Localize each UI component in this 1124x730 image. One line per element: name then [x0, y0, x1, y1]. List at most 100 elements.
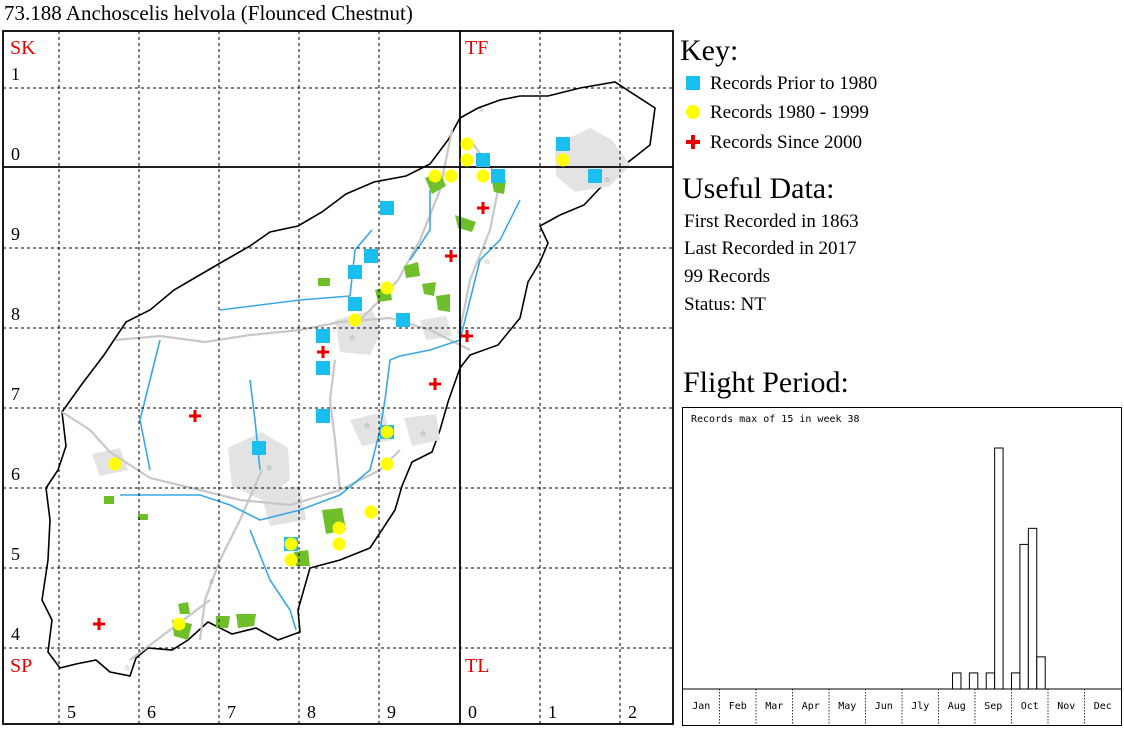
- national-grid-lines: [2, 30, 674, 725]
- records-layer: [93, 137, 602, 631]
- square-label: TF: [465, 37, 488, 59]
- key-item-prior-1980: Records Prior to 1980: [686, 73, 877, 95]
- record-prior-1980: [252, 441, 266, 455]
- month-tick-label: Oct: [1021, 701, 1039, 712]
- record-1980-1999: [332, 537, 346, 551]
- row-label: 0: [11, 144, 20, 164]
- record-prior-1980: [476, 153, 490, 167]
- key-item-label: Records Prior to 1980: [710, 73, 878, 94]
- svg-text:☆: ☆: [478, 106, 484, 114]
- svg-text:☆: ☆: [604, 176, 610, 184]
- record-1980-1999: [172, 617, 186, 631]
- flight-bar: [1036, 656, 1046, 690]
- record-1980-1999: [284, 537, 298, 551]
- column-label: 0: [468, 702, 477, 722]
- record-1980-1999: [284, 553, 298, 567]
- status: Status: NT: [684, 294, 766, 315]
- column-label: 7: [227, 702, 236, 722]
- page-title: 73.188 Anchoscelis helvola (Flounced Che…: [4, 1, 413, 25]
- column-label: 5: [67, 702, 76, 722]
- record-1980-1999: [332, 521, 346, 535]
- row-label: 6: [11, 464, 20, 484]
- map-grid: [3, 31, 673, 724]
- record-prior-1980: [316, 329, 330, 343]
- record-1980-1999: [380, 281, 394, 295]
- record-1980-1999: [556, 153, 570, 167]
- record-since-2000: [461, 330, 473, 342]
- record-prior-1980: [316, 409, 330, 423]
- last-recorded: Last Recorded in 2017: [684, 238, 857, 259]
- cross-symbol-icon: [686, 135, 700, 149]
- record-prior-1980: [380, 201, 394, 215]
- flight-bar: [1027, 527, 1038, 690]
- flight-period-title: Flight Period:: [683, 366, 849, 399]
- svg-text:☆: ☆: [266, 464, 272, 472]
- first-recorded: First Recorded in 1863: [684, 211, 859, 232]
- record-since-2000: [445, 250, 457, 262]
- row-label: 1: [11, 64, 20, 84]
- key-item-label: Records 1980 - 1999: [710, 102, 869, 123]
- column-label: 9: [387, 702, 396, 722]
- record-1980-1999: [476, 169, 490, 183]
- record-1980-1999: [380, 457, 394, 471]
- column-label: 6: [147, 702, 156, 722]
- record-1980-1999: [460, 137, 474, 151]
- column-label: 1: [548, 702, 557, 722]
- svg-text:☆: ☆: [484, 258, 490, 266]
- row-label: 5: [11, 544, 20, 564]
- record-prior-1980: [556, 137, 570, 151]
- key-title: Key:: [680, 34, 739, 67]
- circle-symbol-icon: [686, 105, 700, 119]
- month-tick-label: Jly: [911, 701, 929, 712]
- record-prior-1980: [588, 169, 602, 183]
- row-label: 7: [11, 384, 20, 404]
- record-count: 99 Records: [684, 266, 771, 287]
- row-label: 8: [11, 304, 20, 324]
- svg-text:☆: ☆: [420, 430, 426, 438]
- county-outline: [41, 81, 656, 677]
- record-since-2000: [477, 202, 489, 214]
- record-prior-1980: [396, 313, 410, 327]
- column-label: 2: [628, 702, 637, 722]
- svg-text:☆: ☆: [349, 334, 355, 342]
- record-prior-1980: [316, 361, 330, 375]
- flight-bar: [1019, 543, 1029, 690]
- month-tick-label: Dec: [1094, 701, 1112, 712]
- square-symbol-icon: [686, 76, 700, 90]
- record-1980-1999: [460, 153, 474, 167]
- square-label: SK: [10, 37, 36, 59]
- key-item-label: Records Since 2000: [710, 132, 862, 153]
- row-label: 9: [11, 224, 20, 244]
- record-1980-1999: [428, 169, 442, 183]
- record-since-2000: [317, 346, 329, 358]
- square-label: SP: [10, 655, 32, 677]
- key-item-1980-1999: Records 1980 - 1999: [686, 102, 869, 124]
- record-prior-1980: [364, 249, 378, 263]
- record-1980-1999: [380, 425, 394, 439]
- record-since-2000: [189, 410, 201, 422]
- record-1980-1999: [108, 457, 122, 471]
- svg-text:☆: ☆: [124, 664, 130, 672]
- roads: [61, 129, 502, 661]
- month-tick-label: Sep: [984, 701, 1002, 712]
- month-tick-label: Nov: [1057, 701, 1075, 712]
- svg-text:☆: ☆: [364, 422, 370, 430]
- month-tick-label: Jun: [875, 701, 893, 712]
- flight-bar: [985, 672, 996, 690]
- column-label: 8: [307, 702, 316, 722]
- svg-text:☆: ☆: [208, 578, 214, 586]
- key-item-since-2000: Records Since 2000: [686, 132, 862, 154]
- flight-period-chart: Jan Feb Mar Apr May Jun Jly Aug Sep Oct Nov Dec Rec…: [682, 407, 1122, 726]
- square-label: TL: [465, 655, 489, 677]
- month-tick-label: Feb: [729, 701, 747, 712]
- flight-bar: [952, 672, 962, 690]
- record-1980-1999: [364, 505, 378, 519]
- flight-bar: [1011, 672, 1021, 690]
- grid-square-labels: SK TF SP TL: [10, 37, 489, 677]
- month-tick-label: Apr: [802, 701, 820, 712]
- record-prior-1980: [348, 265, 362, 279]
- useful-data-title: Useful Data:: [682, 172, 835, 205]
- month-tick-label: May: [838, 701, 856, 712]
- record-1980-1999: [348, 313, 362, 327]
